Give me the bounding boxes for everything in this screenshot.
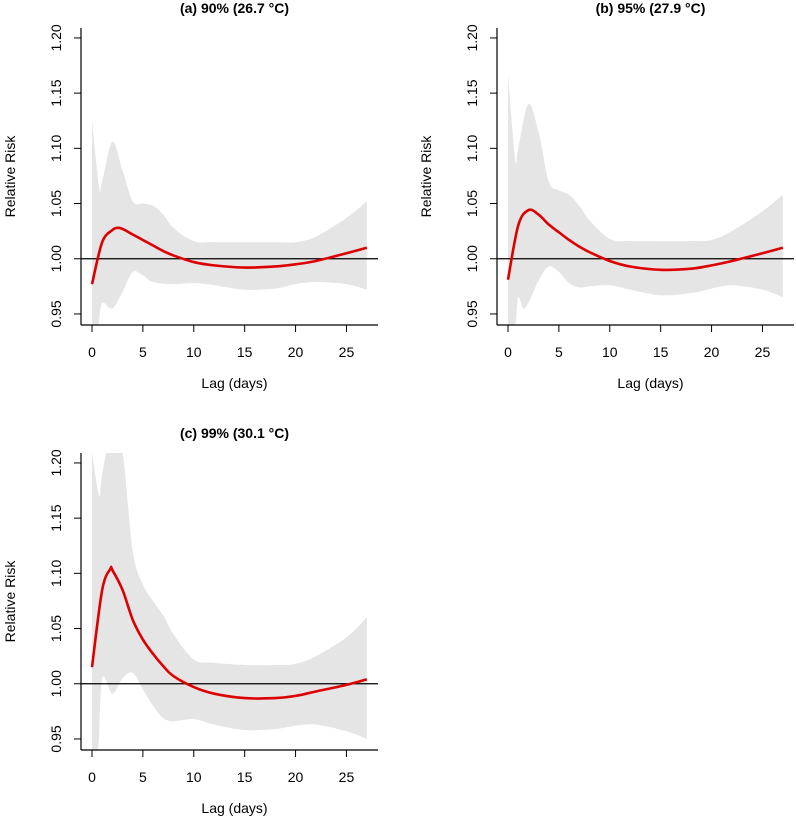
y-tick-label: 1.15	[48, 79, 64, 106]
y-tick-label: 1.00	[464, 245, 480, 272]
x-tick-label: 20	[288, 769, 304, 785]
plot-area	[81, 453, 378, 750]
y-tick-label: 1.15	[464, 79, 480, 106]
y-tick-label: 1.00	[48, 670, 64, 697]
x-tick-label: 15	[653, 344, 669, 360]
y-tick-label: 1.20	[464, 24, 480, 51]
panel-title: (a) 90% (26.7 °C)	[180, 0, 289, 16]
y-tick-label: 1.05	[464, 190, 480, 217]
x-tick-label: 0	[88, 344, 96, 360]
plot-area	[81, 120, 378, 325]
x-tick-label: 0	[88, 769, 96, 785]
y-tick-label: 1.10	[48, 560, 64, 587]
panel-title: (b) 95% (27.9 °C)	[596, 0, 706, 16]
y-tick-label: 1.05	[48, 615, 64, 642]
confidence-band	[91, 120, 367, 325]
estimate-line	[90, 226, 368, 285]
y-tick-label: 1.00	[48, 245, 64, 272]
x-tick-label: 10	[602, 344, 618, 360]
y-tick-label: 1.10	[464, 135, 480, 162]
panel-a: 0 5 10 15 20 25 0.95 1.00 1.05 1.10 1.15 1.20 (a) 90…	[2, 0, 378, 391]
confidence-band	[91, 453, 367, 750]
x-tick-label: 5	[139, 344, 147, 360]
y-tick-label: 1.20	[48, 449, 64, 476]
y-tick-label: 1.15	[48, 504, 64, 531]
plot-area	[497, 73, 794, 325]
y-axis-label: Relative Risk	[2, 560, 18, 643]
confidence-band	[507, 73, 783, 325]
y-tick-label: 0.95	[464, 300, 480, 327]
x-tick-label: 0	[504, 344, 512, 360]
y-tick-label: 0.95	[48, 725, 64, 752]
x-tick-label: 20	[288, 344, 304, 360]
y-axis-label: Relative Risk	[2, 135, 18, 218]
y-axis-label: Relative Risk	[418, 135, 434, 218]
x-tick-label: 5	[139, 769, 147, 785]
y-tick-label: 1.10	[48, 135, 64, 162]
y-tick-label: 0.95	[48, 300, 64, 327]
x-tick-label: 15	[237, 769, 253, 785]
x-tick-label: 25	[339, 769, 355, 785]
estimate-line	[90, 565, 368, 700]
x-axis-label: Lag (days)	[617, 375, 683, 391]
estimate-line	[506, 208, 784, 280]
x-tick-label: 20	[704, 344, 720, 360]
x-tick-label: 5	[555, 344, 563, 360]
x-tick-label: 10	[186, 769, 202, 785]
x-tick-label: 25	[339, 344, 355, 360]
x-tick-label: 15	[237, 344, 253, 360]
panel-title: (c) 99% (30.1 °C)	[180, 425, 289, 441]
y-tick-label: 1.05	[48, 190, 64, 217]
panel-b: 0 5 10 15 20 25 0.95 1.00 1.05 1.10 1.15 1.20 (b) 95…	[418, 0, 794, 391]
panel-c: 0 5 10 15 20 25 0.95 1.00 1.05 1.10 1.15 1.20 (c) 99…	[2, 425, 378, 816]
x-tick-label: 25	[755, 344, 771, 360]
x-tick-label: 10	[186, 344, 202, 360]
x-axis-label: Lag (days)	[201, 800, 267, 816]
x-axis-label: Lag (days)	[201, 375, 267, 391]
y-tick-label: 1.20	[48, 24, 64, 51]
